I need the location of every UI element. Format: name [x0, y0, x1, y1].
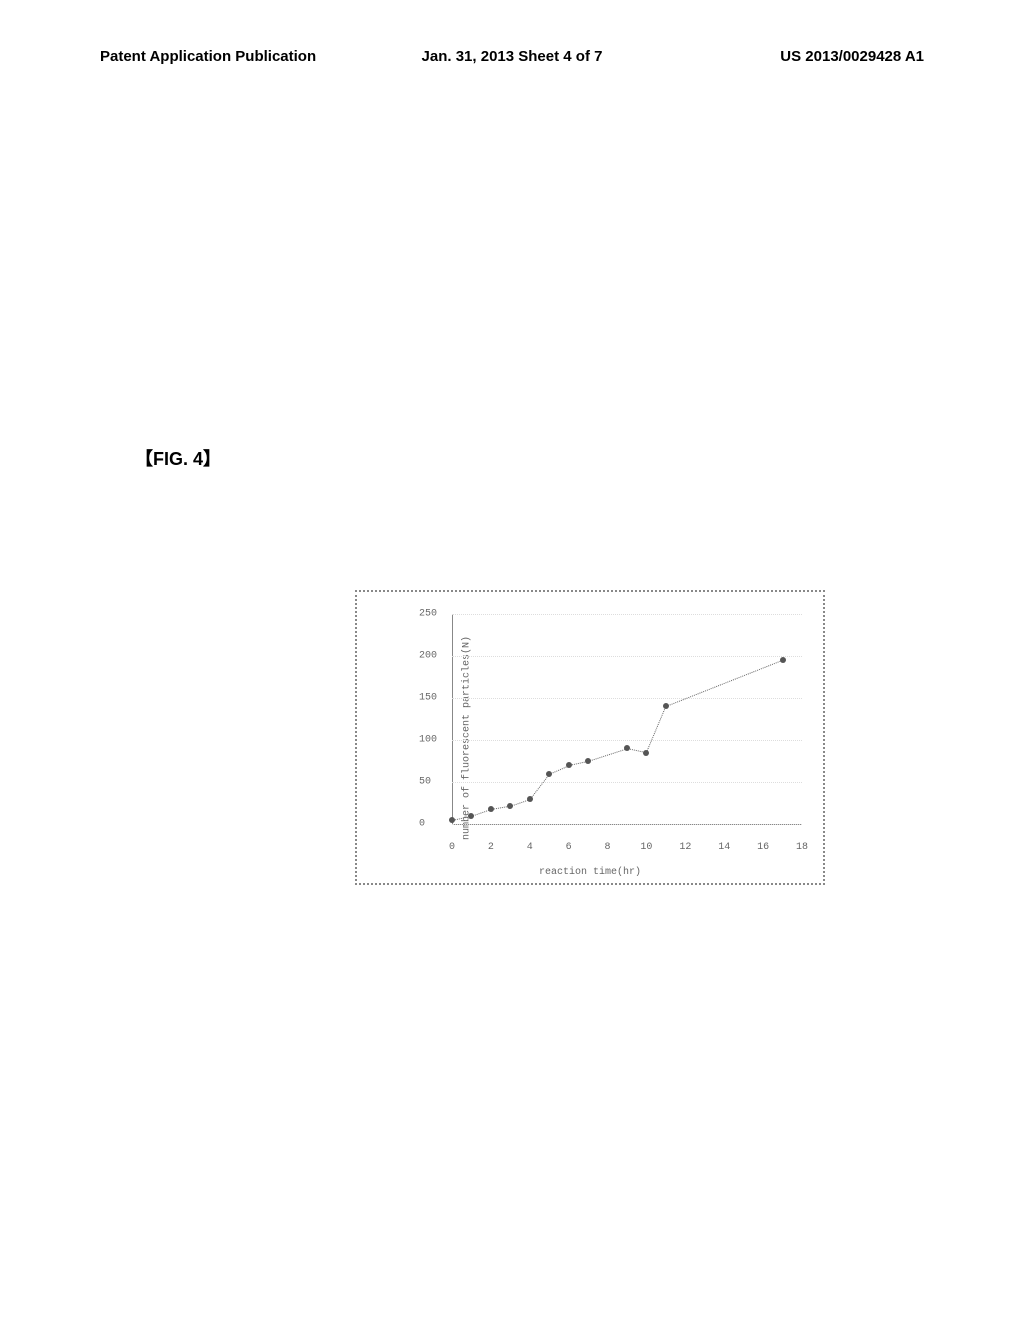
line-segment [666, 660, 783, 707]
x-axis-label: reaction time(hr) [539, 867, 641, 878]
x-tick-label: 4 [527, 842, 533, 853]
line-segment [588, 748, 627, 762]
data-point [527, 796, 533, 802]
grid-line [452, 740, 802, 741]
x-tick-label: 14 [718, 842, 730, 853]
grid-line [452, 656, 802, 657]
x-tick-label: 0 [449, 842, 455, 853]
data-point [663, 703, 669, 709]
data-point [624, 745, 630, 751]
x-tick-label: 18 [796, 842, 808, 853]
header-patent-number: US 2013/0029428 A1 [649, 48, 924, 65]
y-tick-label: 250 [419, 609, 437, 620]
grid-line [452, 698, 802, 699]
x-tick-label: 8 [605, 842, 611, 853]
line-segment [646, 707, 666, 754]
y-axis-label: number of fluorescent particles(N) [462, 635, 473, 839]
figure-label: 【FIG. 4】 [135, 445, 221, 471]
data-point [780, 657, 786, 663]
data-point [643, 750, 649, 756]
y-tick-label: 200 [419, 651, 437, 662]
x-tick-label: 12 [679, 842, 691, 853]
data-point [546, 771, 552, 777]
data-point [566, 762, 572, 768]
grid-line [452, 824, 802, 825]
data-point [507, 803, 513, 809]
header-date-sheet: Jan. 31, 2013 Sheet 4 of 7 [375, 48, 650, 65]
y-tick-label: 150 [419, 693, 437, 704]
x-tick-label: 6 [566, 842, 572, 853]
y-tick-label: 0 [419, 819, 425, 830]
data-point [468, 813, 474, 819]
y-tick-label: 100 [419, 735, 437, 746]
header-publication: Patent Application Publication [100, 48, 375, 65]
x-tick-label: 10 [640, 842, 652, 853]
line-segment [529, 774, 549, 800]
chart-container: number of fluorescent particles(N) react… [355, 590, 825, 885]
y-axis-line [452, 614, 453, 824]
y-tick-label: 50 [419, 777, 431, 788]
grid-line [452, 782, 802, 783]
data-point [488, 806, 494, 812]
grid-line [452, 614, 802, 615]
x-tick-label: 2 [488, 842, 494, 853]
data-point [449, 817, 455, 823]
x-tick-label: 16 [757, 842, 769, 853]
data-point [585, 758, 591, 764]
page-header: Patent Application Publication Jan. 31, … [0, 48, 1024, 65]
